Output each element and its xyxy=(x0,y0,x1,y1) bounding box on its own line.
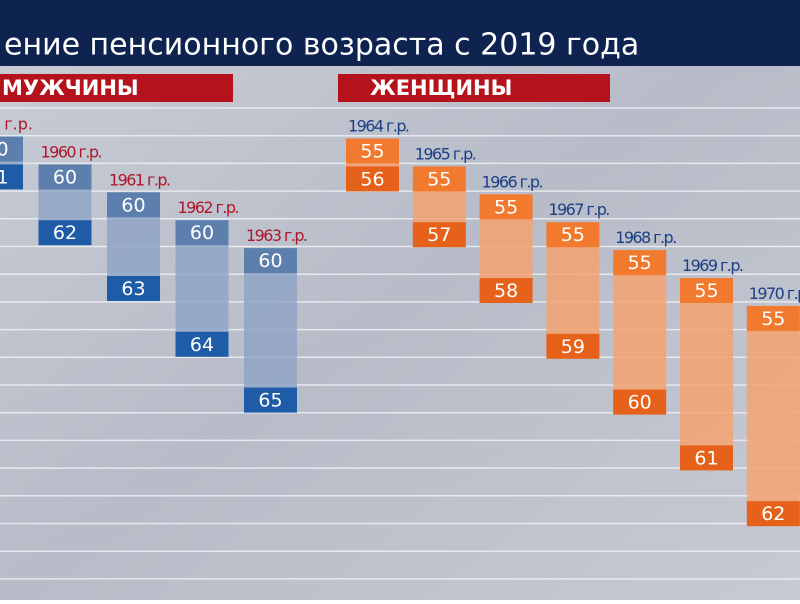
to-box xyxy=(680,445,733,471)
to-box xyxy=(613,389,667,415)
to-box xyxy=(546,333,600,359)
to-label: 63 xyxy=(121,278,145,300)
to-label: 57 xyxy=(427,224,451,246)
from-box xyxy=(746,305,800,331)
from-label: 55 xyxy=(628,252,652,274)
birth-year-label: 1965 г.р. xyxy=(415,144,477,163)
to-label: 62 xyxy=(761,503,785,525)
from-label: 55 xyxy=(427,168,451,190)
range-bar xyxy=(613,262,667,403)
from-box xyxy=(175,220,229,246)
from-box xyxy=(346,138,399,164)
range-bar xyxy=(546,234,600,347)
from-label: 60 xyxy=(121,194,145,216)
birth-year-label: 1963 г.р. xyxy=(246,226,308,245)
to-box xyxy=(412,222,466,248)
birth-year-label: 1969 г.р. xyxy=(682,256,744,275)
range-bar xyxy=(680,290,733,458)
title-bar xyxy=(0,0,800,66)
from-box xyxy=(479,194,533,220)
to-label: 58 xyxy=(494,280,518,302)
to-box xyxy=(479,278,533,303)
birth-year-label: 1960 г.р. xyxy=(41,142,103,161)
birth-year-label: 1961 г.р. xyxy=(109,170,171,189)
women-header xyxy=(338,74,610,102)
range-bar xyxy=(107,204,160,289)
from-box xyxy=(107,192,160,218)
from-box xyxy=(244,248,297,274)
to-label: 61 xyxy=(0,166,9,188)
to-label: 65 xyxy=(258,390,282,412)
men-header xyxy=(0,74,233,102)
to-box xyxy=(244,387,297,413)
birth-year-label: 1966 г.р. xyxy=(482,172,544,191)
from-label: 55 xyxy=(360,141,384,163)
from-box xyxy=(546,222,600,248)
to-box xyxy=(0,164,23,190)
to-label: 64 xyxy=(190,334,214,356)
birth-year-label: 1962 г.р. xyxy=(178,198,240,217)
from-box xyxy=(613,250,667,276)
to-label: 59 xyxy=(561,336,585,358)
from-label: 55 xyxy=(494,196,518,218)
from-box xyxy=(412,166,466,192)
range-bar xyxy=(175,232,229,345)
to-box xyxy=(746,501,800,527)
from-label: 55 xyxy=(561,224,585,246)
to-label: 56 xyxy=(360,168,384,190)
women-title: ЖЕНЩИНЫ xyxy=(370,76,512,100)
range-bar xyxy=(479,206,533,291)
to-label: 62 xyxy=(53,222,77,244)
to-box xyxy=(38,220,92,246)
from-label: 60 xyxy=(53,166,77,188)
from-box xyxy=(38,164,92,190)
row-lines xyxy=(0,107,800,580)
from-box xyxy=(0,136,23,162)
birth-year-label: 1964 г.р. xyxy=(348,117,410,136)
to-box xyxy=(107,276,160,301)
title: ение пенсионного возраста с 2019 года xyxy=(4,28,639,63)
birth-year-label: 1968 г.р. xyxy=(615,228,677,247)
to-box xyxy=(175,331,229,357)
from-label: 55 xyxy=(761,308,785,330)
from-box xyxy=(680,278,733,303)
range-bar xyxy=(746,318,800,514)
birth-year-label: 9 г.р. xyxy=(0,115,33,134)
from-label: 60 xyxy=(258,250,282,272)
men-title: МУЖЧИНЫ xyxy=(2,76,139,100)
birth-year-label: 1967 г.р. xyxy=(548,200,610,219)
from-label: 60 xyxy=(190,222,214,244)
to-box xyxy=(346,166,399,192)
to-label: 60 xyxy=(628,392,652,414)
birth-year-label: 1970 г.р. xyxy=(749,284,800,303)
from-label: 55 xyxy=(694,280,718,302)
from-label: 60 xyxy=(0,139,9,161)
to-label: 61 xyxy=(694,447,718,469)
range-bar xyxy=(244,260,297,401)
